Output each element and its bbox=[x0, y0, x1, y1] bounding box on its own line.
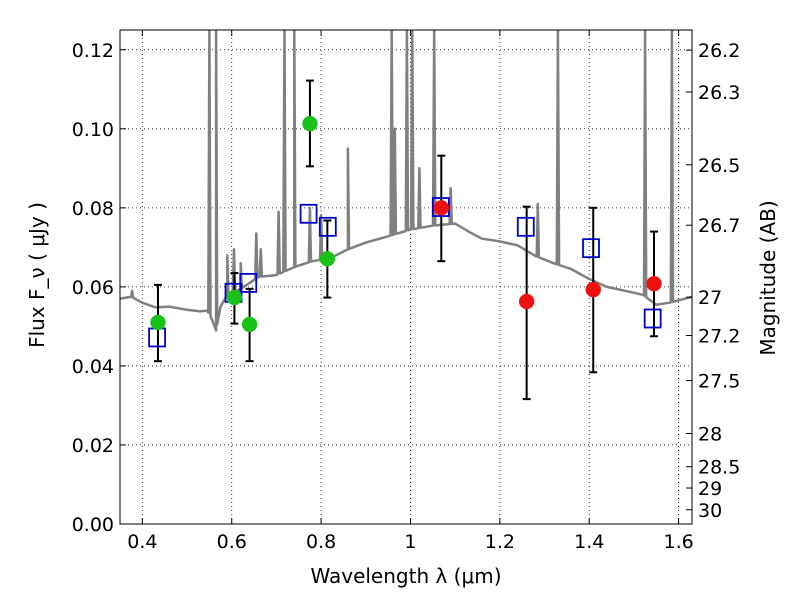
model-photometry-points bbox=[148, 197, 662, 348]
model-flux-square bbox=[239, 273, 258, 293]
right-axis-title: Magnitude (AB) bbox=[756, 200, 780, 355]
x-tick-label: 1.4 bbox=[574, 531, 604, 553]
model-flux-square bbox=[299, 203, 318, 224]
right-tick-label: 28 bbox=[698, 423, 722, 445]
optical-flux-point bbox=[241, 316, 258, 333]
right-tick-label: 26.7 bbox=[698, 215, 740, 237]
model-flux-square bbox=[516, 216, 535, 237]
right-tick-label: 26.2 bbox=[698, 40, 740, 62]
y-tick-label: 0.02 bbox=[72, 435, 114, 457]
x-tick-label: 0.4 bbox=[127, 531, 157, 553]
y-axis-title: Flux F_ν ( μJy ) bbox=[25, 202, 49, 348]
y-axis-ticks: 0.00 0.02 0.04 0.06 0.08 0.10 0.12 bbox=[72, 40, 126, 536]
plot-frame bbox=[119, 29, 693, 525]
right-tick-label: 30 bbox=[698, 500, 722, 522]
nir-flux-point bbox=[433, 200, 450, 216]
optical-flux-point bbox=[302, 115, 318, 132]
right-tick-label: 26.5 bbox=[698, 155, 740, 177]
optical-flux-point bbox=[226, 289, 243, 306]
y-tick-label: 0.00 bbox=[72, 514, 114, 536]
optical-flux-point bbox=[150, 314, 166, 331]
model-flux-square bbox=[582, 238, 600, 259]
x-tick-label: 0.8 bbox=[306, 531, 336, 553]
model-flux-square bbox=[318, 216, 337, 237]
x-tick-label: 1 bbox=[404, 531, 416, 553]
x-tick-label: 0.6 bbox=[217, 531, 247, 553]
x-axis-title: Wavelength λ (μm) bbox=[310, 564, 501, 588]
optical-flux-point bbox=[319, 251, 336, 267]
right-tick-label: 28.5 bbox=[698, 457, 740, 479]
nir-flux-point bbox=[518, 293, 535, 310]
x-axis-ticks: 0.4 0.6 0.8 1 1.2 1.4 1.6 bbox=[127, 30, 694, 553]
right-tick-label: 27 bbox=[698, 287, 722, 309]
right-tick-label: 27.2 bbox=[698, 325, 740, 347]
x-tick-label: 1.6 bbox=[663, 531, 693, 553]
y-tick-label: 0.04 bbox=[72, 356, 114, 378]
nir-flux-point bbox=[585, 281, 601, 298]
right-tick-label: 27.5 bbox=[698, 371, 740, 393]
observed-photometry-points bbox=[150, 115, 662, 333]
y-tick-label: 0.06 bbox=[72, 277, 114, 299]
x-tick-label: 1.2 bbox=[485, 531, 515, 553]
model-flux-square bbox=[643, 308, 662, 329]
right-tick-label: 26.3 bbox=[698, 82, 740, 104]
right-tick-label: 29 bbox=[698, 478, 722, 500]
y-tick-label: 0.08 bbox=[72, 198, 114, 220]
nir-flux-point bbox=[646, 275, 662, 292]
y-tick-label: 0.12 bbox=[72, 40, 114, 62]
y-tick-label: 0.10 bbox=[72, 119, 114, 141]
